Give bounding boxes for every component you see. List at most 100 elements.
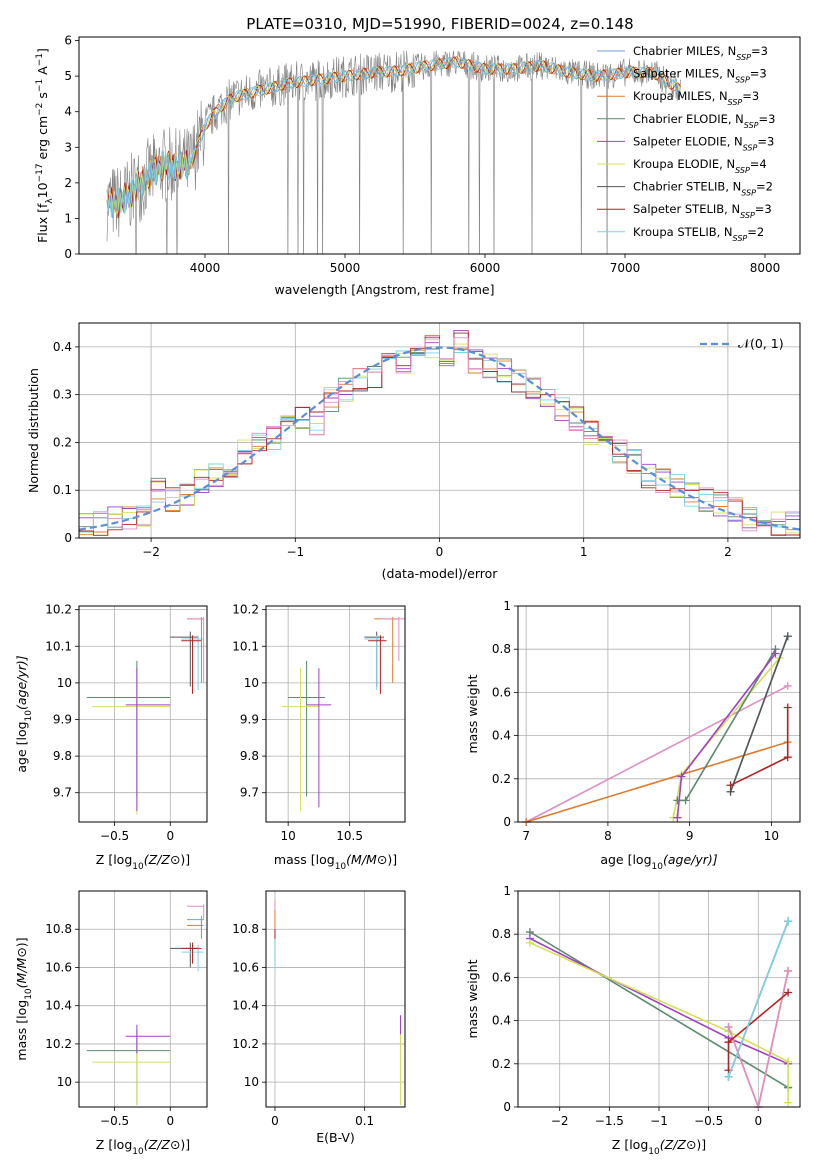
y-tick-label: 1 xyxy=(503,884,511,898)
y-tick-label: 1 xyxy=(503,599,511,613)
x-axis-label: Z [log10(Z/Z⊙)] xyxy=(612,1137,706,1157)
x-tick-label: 5000 xyxy=(330,261,361,275)
legend-label: Chabrier ELODIE, NSSP=3 xyxy=(633,112,775,130)
y-tick-label: 10.2 xyxy=(45,603,72,617)
x-tick-label: 0.1 xyxy=(355,1114,374,1128)
weight-marker xyxy=(673,813,682,822)
label-part: (Z/Z xyxy=(144,1137,171,1152)
label-part: age [log xyxy=(14,721,29,772)
y-tick-label: 10.4 xyxy=(45,999,72,1013)
label-part: )] xyxy=(14,937,29,947)
label-part: ⊙ xyxy=(170,852,180,867)
label-part: ⊙ xyxy=(686,1137,696,1152)
weight-marker xyxy=(726,787,735,796)
y-tick-label: 2 xyxy=(64,176,72,190)
weight-marker xyxy=(783,681,792,690)
x-tick-label: −2 xyxy=(551,1114,569,1128)
y-tick-label: 0.6 xyxy=(492,970,511,984)
x-axis-label: Z [log10(Z/Z⊙)] xyxy=(96,852,190,872)
legend-label-text: Kroupa MILES, N xyxy=(633,89,728,103)
axes-frame xyxy=(78,890,208,1108)
label-part: −1 xyxy=(35,79,45,92)
x-tick-label: 1 xyxy=(580,545,588,559)
y-axis-label: mass [log10(M/M⊙)] xyxy=(14,937,34,1060)
spectrum-panel: 4000 5000 6000 7000 8000 0 1 2 3 4 5 6 Chabrier MILE… xyxy=(35,34,801,297)
data-spectrum-line xyxy=(106,50,682,254)
figure-title: PLATE=0310, MJD=51990, FIBERID=0024, z=0… xyxy=(246,15,633,33)
x-axis-label: age [log10(age/yr)] xyxy=(600,852,717,872)
legend-label: Salpeter MILES, NSSP=3 xyxy=(633,67,767,85)
y-tick-label: 10.1 xyxy=(45,639,72,653)
y-tick-label: 10.2 xyxy=(45,1037,72,1051)
label-part: mass [log xyxy=(274,852,335,867)
y-tick-label: 0 xyxy=(503,815,511,829)
label-part: )] xyxy=(180,1137,190,1152)
legend-label-suffix: =3 xyxy=(742,89,759,103)
weight-marker xyxy=(771,649,780,658)
label-part: age [log xyxy=(600,852,651,867)
y-tick-label: 10.2 xyxy=(232,1037,259,1051)
y-axis-label: mass weight xyxy=(465,959,480,1038)
weight-marker xyxy=(677,772,686,781)
y-tick-label: 0.4 xyxy=(492,1014,511,1028)
histogram-step-line xyxy=(79,337,800,538)
residuals-panel: −2 −1 0 1 2 0 0.1 0.2 0.3 0.4 𝒩(0, 1) (data-model)/… xyxy=(26,322,801,581)
label-part: Z [log xyxy=(96,1137,132,1152)
weight-marker xyxy=(784,1098,793,1107)
label-part: ⊙ xyxy=(170,1137,180,1152)
age_vs_Z-plot-area xyxy=(86,616,205,815)
label-part: (M/M xyxy=(14,957,29,988)
y-tick-label: 6 xyxy=(64,34,72,48)
legend-label-sub: SSP xyxy=(728,98,743,107)
legend-label-normal: 𝒩(0, 1) xyxy=(738,336,784,351)
label-part: 10 xyxy=(35,182,50,198)
legend-label-suffix: =3 xyxy=(751,44,768,58)
legend-label: Salpeter ELODIE, NSSP=3 xyxy=(633,134,774,152)
legend-label-suffix: =3 xyxy=(757,134,774,148)
y-tick-label: 0 xyxy=(64,531,72,545)
y-tick-label: 0.2 xyxy=(492,1057,511,1071)
legend-label-suffix: =2 xyxy=(747,225,764,239)
legend-label: Kroupa MILES, NSSP=3 xyxy=(633,89,759,107)
weight-line xyxy=(529,942,789,1103)
y-axis-label: Normed distribution xyxy=(26,368,41,493)
label-part: ] xyxy=(35,48,50,53)
legend-label-text: Salpeter ELODIE, N xyxy=(633,134,743,148)
axes-frame xyxy=(78,322,801,539)
axes-frame xyxy=(265,890,406,1108)
weight-line xyxy=(525,685,789,823)
legend-label-suffix: =3 xyxy=(755,202,772,216)
label-part: Z [log xyxy=(612,1137,648,1152)
legend-label: Chabrier MILES, NSSP=3 xyxy=(633,44,768,62)
x-tick-label: −0.5 xyxy=(694,1114,723,1128)
mass_vs_EBV-panel: 0 0.1 10 10.2 10.4 10.6 10.8 E(B-V) xyxy=(232,890,406,1145)
legend-label-sub: SSP xyxy=(740,211,755,220)
legend-label-text: Kroupa STELIB, N xyxy=(633,225,733,239)
y-tick-label: 9.8 xyxy=(240,749,259,763)
label-part: ⊙ xyxy=(14,947,29,957)
legend-label-text: Salpeter STELIB, N xyxy=(633,202,740,216)
legend-label-sub: SSP xyxy=(735,166,750,175)
y-tick-label: 0.8 xyxy=(492,927,511,941)
weight_vs_Z-panel: −2 −1.5 −1 −0.5 0 0 0.2 0.4 0.6 0.8 1 Z [log10(Z/Z⊙… xyxy=(465,884,801,1157)
legend-label: Kroupa ELODIE, NSSP=4 xyxy=(633,157,767,175)
y-tick-label: 0.4 xyxy=(53,340,72,354)
legend-label: Kroupa STELIB, NSSP=2 xyxy=(633,225,764,243)
label-part: Flux [f xyxy=(35,203,50,243)
label-part: 10 xyxy=(132,862,144,872)
y-tick-label: 0.3 xyxy=(53,388,72,402)
normal-curve xyxy=(79,346,800,531)
y-tick-label: 10 xyxy=(57,676,72,690)
label-part: ⊙ xyxy=(377,852,387,867)
weight-marker xyxy=(724,1038,733,1047)
y-tick-label: 3 xyxy=(64,140,72,154)
legend-label-sub: SSP xyxy=(733,233,748,242)
weight-marker xyxy=(724,1023,733,1032)
legend-label-sub: SSP xyxy=(736,53,751,62)
y-tick-label: 10.6 xyxy=(232,960,259,974)
mass_vs_EBV-plot-area xyxy=(274,900,402,1106)
label-part: (Z/Z xyxy=(660,1137,687,1152)
